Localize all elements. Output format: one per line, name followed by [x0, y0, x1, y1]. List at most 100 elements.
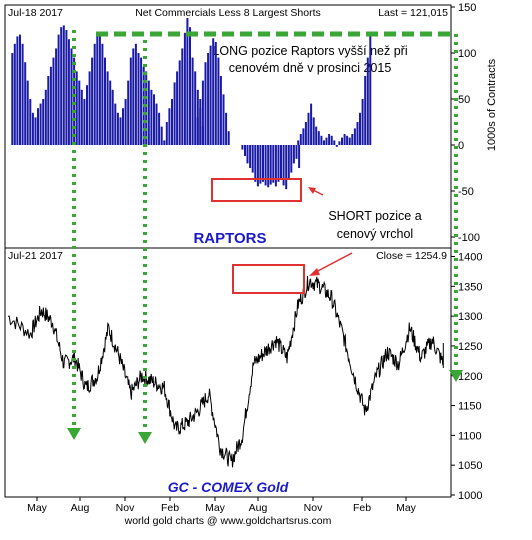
x-tick-label-0: May — [27, 502, 48, 514]
raptors-bar-103 — [280, 145, 282, 180]
raptors-bar-28 — [83, 99, 86, 145]
raptors-bar-40 — [114, 103, 117, 145]
raptors-bar-128 — [341, 137, 343, 145]
raptors-bar-38 — [109, 80, 112, 145]
raptors-bar-48 — [134, 43, 137, 145]
raptors-bar-81 — [212, 38, 215, 145]
raptors-bar-85 — [222, 94, 225, 145]
raptors-bar-34 — [98, 36, 101, 145]
raptors-bar-26 — [78, 80, 81, 145]
price-top-box — [232, 264, 305, 294]
raptors-bar-75 — [196, 117, 199, 145]
raptors-bar-56 — [155, 103, 158, 145]
raptors-bar-127 — [338, 141, 341, 145]
raptors-bar-27 — [80, 89, 83, 145]
gold-title: GC - COMEX Gold — [168, 479, 289, 495]
raptors-bar-23 — [70, 48, 73, 145]
raptors-bar-120 — [320, 135, 323, 145]
raptors-bar-116 — [310, 103, 313, 145]
raptors-bar-12 — [42, 99, 45, 145]
red-arrowhead-short — [308, 187, 316, 194]
green-arrowhead-2 — [449, 370, 463, 382]
raptors-bar-31 — [91, 57, 94, 145]
bottom-y-tick-label-6: 1300 — [458, 311, 482, 323]
raptors-bar-114 — [304, 122, 307, 145]
raptors-bar-9 — [34, 117, 37, 145]
raptors-bar-67 — [183, 32, 186, 145]
raptors-bar-13 — [44, 89, 47, 145]
raptors-bar-139 — [369, 33, 372, 146]
top-y-tick-label-2: 0 — [458, 140, 464, 152]
raptors-bar-71 — [194, 71, 197, 145]
long-annotation-line-1: LONG pozice Raptors vyšší než při — [212, 44, 407, 58]
top-y-tick-label-5: 150 — [458, 2, 476, 14]
raptors-bar-129 — [343, 134, 346, 145]
raptors-bar-41 — [116, 112, 119, 145]
raptors-bar-131 — [348, 137, 351, 145]
raptors-bar-65 — [178, 60, 181, 145]
top-chart-title: Net Commercials Less 8 Largest Shorts — [135, 7, 321, 19]
raptors-bars — [11, 18, 372, 190]
raptors-bar-25 — [75, 71, 78, 145]
raptors-bar-14 — [47, 76, 50, 145]
green-arrowhead-0 — [67, 428, 81, 440]
top-y-tick-label-0: -100 — [458, 232, 480, 244]
raptors-bar-78 — [204, 62, 207, 146]
raptors-bar-84 — [219, 76, 222, 145]
raptors-bar-96 — [262, 145, 264, 182]
raptors-bar-11 — [39, 103, 42, 145]
raptors-bar-137 — [364, 76, 367, 145]
raptors-bar-105 — [285, 145, 288, 190]
x-tick-label-4: May — [205, 502, 226, 514]
raptors-bar-46 — [129, 57, 132, 145]
raptors-bar-108 — [292, 145, 295, 164]
top-y-tick-label-4: 100 — [458, 48, 476, 60]
raptors-bar-33 — [96, 34, 99, 145]
short-position-box — [211, 178, 302, 202]
x-tick-label-5: Aug — [249, 502, 268, 514]
top-y-tick-label-3: 50 — [458, 94, 470, 106]
raptors-bar-113 — [302, 128, 305, 145]
raptors-bar-104 — [282, 145, 285, 186]
raptors-bar-37 — [106, 71, 109, 145]
raptors-bar-57 — [158, 112, 161, 145]
raptors-bar-39 — [111, 89, 114, 145]
raptors-bar-70 — [191, 57, 194, 145]
gold-price-path — [7, 275, 444, 468]
raptors-bar-124 — [330, 135, 333, 145]
raptors-bar-15 — [49, 66, 52, 145]
raptors-bar-86 — [225, 112, 228, 145]
footer-credit: world gold charts @ www.goldchartsrus.co… — [124, 515, 332, 527]
raptors-bar-54 — [150, 89, 153, 145]
raptors-bar-62 — [171, 99, 173, 145]
top-last-label: Last = 121,015 — [378, 7, 448, 19]
raptors-bar-117 — [312, 117, 315, 145]
raptors-bar-47 — [132, 48, 135, 145]
raptors-bar-4 — [21, 43, 24, 145]
raptors-bar-130 — [346, 135, 349, 145]
raptors-bar-110 — [298, 145, 301, 168]
raptors-bar-76 — [199, 99, 202, 145]
raptors-bar-111 — [297, 140, 300, 145]
top-date-label: Jul-18 2017 — [8, 7, 63, 19]
raptors-bar-121 — [323, 140, 325, 145]
top-y-axis-title: 1000s of Contracts — [486, 58, 498, 151]
raptors-bar-8 — [31, 112, 34, 145]
x-tick-label-6: Nov — [304, 502, 323, 514]
raptors-bar-35 — [101, 43, 104, 145]
raptors-bar-135 — [359, 112, 361, 145]
raptors-bar-21 — [65, 30, 68, 145]
raptors-bar-29 — [86, 85, 88, 145]
annotation-shapes — [67, 30, 463, 444]
raptors-bar-49 — [137, 53, 140, 145]
raptors-bar-79 — [207, 53, 210, 145]
raptors-bar-6 — [26, 80, 29, 145]
raptors-bar-22 — [67, 39, 70, 146]
raptors-bar-30 — [88, 71, 91, 145]
raptors-bar-89 — [244, 145, 246, 156]
raptors-bar-93 — [254, 145, 257, 182]
raptors-bar-43 — [122, 108, 124, 145]
raptors-bar-55 — [153, 94, 155, 145]
raptors-bar-107 — [290, 145, 293, 173]
x-tick-label-1: Aug — [71, 502, 90, 514]
